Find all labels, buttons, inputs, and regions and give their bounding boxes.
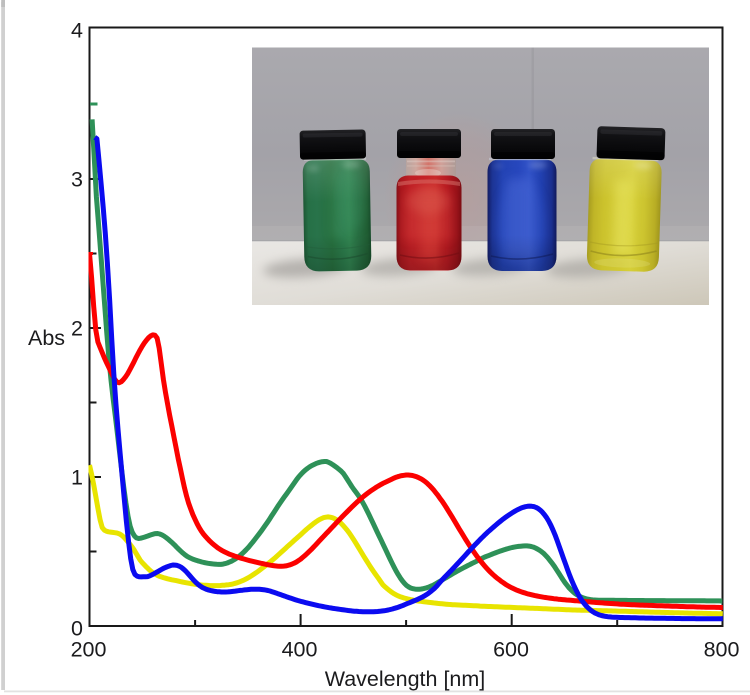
svg-text:200: 200: [71, 638, 107, 662]
svg-text:1: 1: [71, 466, 83, 490]
svg-text:0: 0: [71, 617, 83, 641]
svg-text:600: 600: [493, 638, 529, 662]
svg-text:400: 400: [282, 638, 318, 662]
svg-text:800: 800: [704, 638, 740, 662]
svg-text:Wavelength [nm]: Wavelength [nm]: [325, 667, 486, 691]
svg-text:3: 3: [71, 168, 83, 192]
svg-text:Abs: Abs: [28, 326, 65, 350]
svg-text:2: 2: [71, 317, 83, 341]
svg-text:4: 4: [71, 19, 83, 43]
